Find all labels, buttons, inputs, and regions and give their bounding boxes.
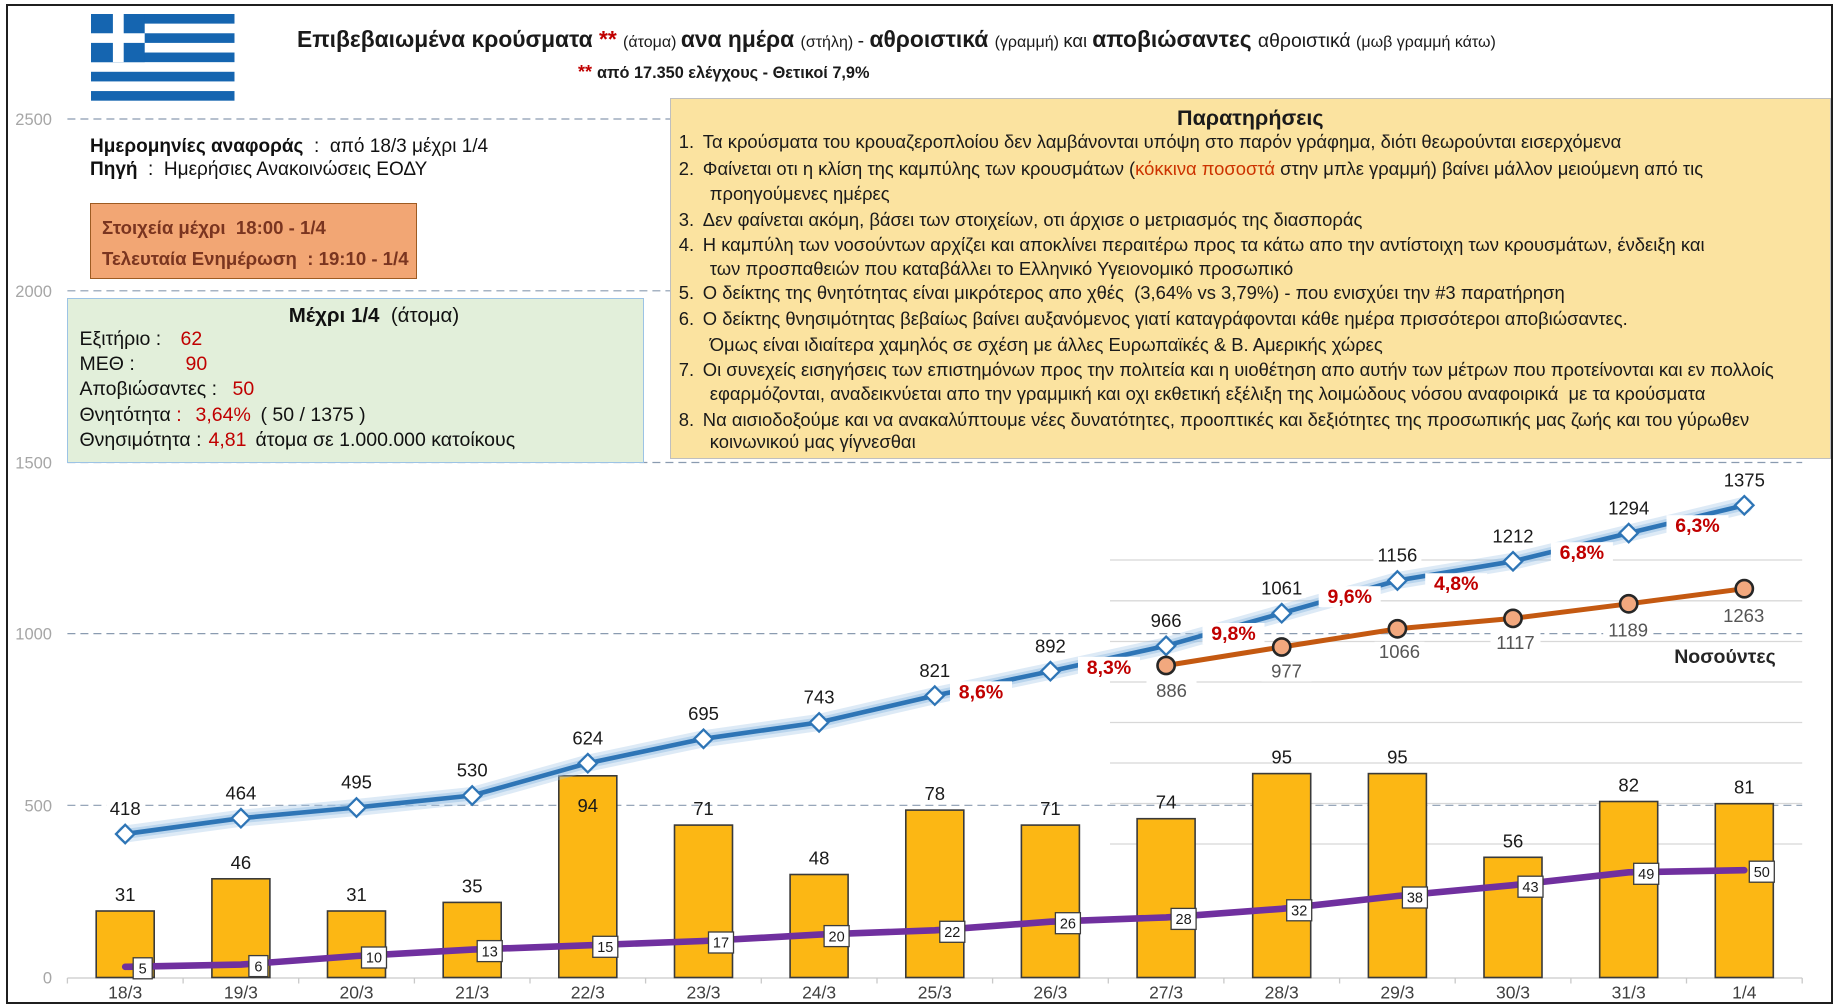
svg-text:32: 32 (1291, 904, 1307, 920)
svg-text:9,6%: 9,6% (1327, 586, 1371, 608)
svg-text:23/3: 23/3 (686, 983, 720, 1003)
svg-text:94: 94 (578, 795, 599, 816)
svg-text:495: 495 (341, 772, 372, 793)
svg-text:4,8%: 4,8% (1434, 573, 1478, 595)
svg-text:25/3: 25/3 (918, 983, 952, 1003)
svg-text:27/3: 27/3 (1149, 983, 1183, 1003)
svg-text:8,3%: 8,3% (1087, 657, 1131, 679)
svg-text:1212: 1212 (1492, 526, 1533, 547)
svg-text:30/3: 30/3 (1496, 983, 1530, 1003)
svg-text:26/3: 26/3 (1033, 983, 1067, 1003)
svg-text:82: 82 (1618, 775, 1639, 796)
svg-text:81: 81 (1734, 777, 1755, 798)
svg-text:966: 966 (1151, 610, 1182, 631)
svg-text:15: 15 (597, 940, 613, 956)
svg-text:31: 31 (115, 884, 136, 905)
svg-text:10: 10 (366, 951, 382, 967)
svg-text:74: 74 (1156, 792, 1177, 813)
svg-text:0: 0 (43, 970, 52, 988)
svg-text:2000: 2000 (15, 283, 52, 301)
svg-text:22/3: 22/3 (571, 983, 605, 1003)
svg-text:31/3: 31/3 (1612, 983, 1646, 1003)
svg-text:48: 48 (809, 848, 830, 869)
svg-text:2500: 2500 (15, 111, 52, 129)
svg-text:464: 464 (225, 782, 256, 803)
svg-text:29/3: 29/3 (1380, 983, 1414, 1003)
svg-text:95: 95 (1387, 747, 1408, 768)
svg-text:418: 418 (110, 798, 141, 819)
svg-text:8,6%: 8,6% (959, 681, 1003, 703)
svg-text:695: 695 (688, 703, 719, 724)
svg-text:977: 977 (1271, 661, 1302, 682)
svg-text:20: 20 (829, 929, 845, 945)
svg-text:20/3: 20/3 (339, 983, 373, 1003)
svg-text:78: 78 (925, 783, 946, 804)
svg-text:49: 49 (1638, 867, 1654, 883)
svg-text:6,3%: 6,3% (1675, 515, 1719, 537)
svg-text:50: 50 (1754, 865, 1770, 881)
svg-text:19/3: 19/3 (224, 983, 258, 1003)
svg-text:1375: 1375 (1724, 470, 1765, 491)
svg-text:28/3: 28/3 (1265, 983, 1299, 1003)
svg-text:35: 35 (462, 875, 483, 896)
svg-text:1061: 1061 (1261, 577, 1302, 598)
svg-text:9,8%: 9,8% (1211, 623, 1255, 645)
svg-text:13: 13 (482, 944, 498, 960)
svg-text:1189: 1189 (1608, 620, 1648, 641)
svg-text:6,8%: 6,8% (1560, 542, 1604, 564)
svg-text:17: 17 (713, 936, 729, 952)
svg-text:1294: 1294 (1608, 497, 1649, 518)
svg-text:22: 22 (944, 925, 960, 941)
svg-text:886: 886 (1156, 680, 1187, 701)
svg-text:24/3: 24/3 (802, 983, 836, 1003)
svg-text:6: 6 (254, 959, 262, 975)
svg-text:46: 46 (231, 852, 252, 873)
svg-text:43: 43 (1522, 880, 1538, 896)
svg-text:500: 500 (24, 797, 52, 815)
svg-text:1500: 1500 (15, 455, 52, 473)
svg-text:31: 31 (346, 884, 367, 905)
svg-text:18/3: 18/3 (108, 983, 142, 1003)
svg-text:28: 28 (1176, 912, 1192, 928)
svg-text:26: 26 (1060, 916, 1076, 932)
svg-text:1263: 1263 (1723, 605, 1764, 626)
svg-text:1/4: 1/4 (1732, 983, 1757, 1003)
svg-text:821: 821 (919, 660, 950, 681)
svg-text:892: 892 (1035, 635, 1066, 656)
svg-text:95: 95 (1271, 747, 1292, 768)
svg-text:1156: 1156 (1378, 545, 1418, 566)
svg-text:1066: 1066 (1379, 641, 1420, 662)
svg-text:624: 624 (572, 727, 603, 748)
svg-text:1000: 1000 (15, 626, 52, 644)
svg-text:71: 71 (1040, 798, 1061, 819)
svg-text:56: 56 (1503, 830, 1524, 851)
svg-text:71: 71 (693, 798, 714, 819)
svg-text:1117: 1117 (1496, 632, 1534, 653)
svg-text:21/3: 21/3 (455, 983, 489, 1003)
svg-text:743: 743 (804, 687, 835, 708)
svg-text:530: 530 (457, 760, 488, 781)
svg-text:Νοσούντες: Νοσούντες (1674, 646, 1776, 668)
svg-text:38: 38 (1407, 891, 1423, 907)
svg-text:5: 5 (139, 962, 147, 978)
